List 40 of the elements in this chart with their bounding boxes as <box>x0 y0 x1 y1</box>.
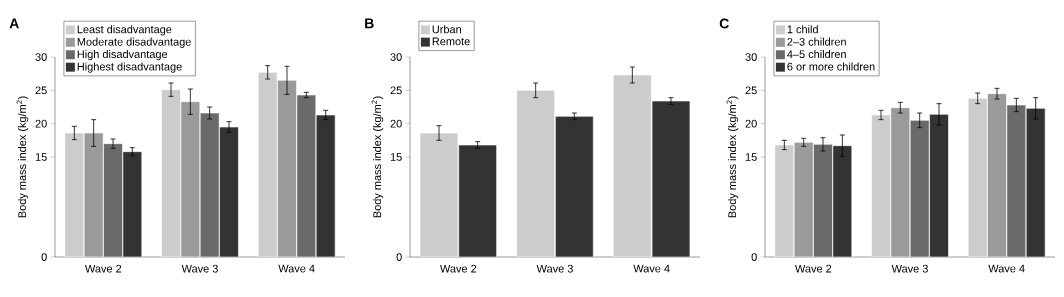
legend-label: Urban <box>432 25 461 34</box>
y-axis-title: Body mass index (kg/m$^{2}$) <box>726 96 739 218</box>
x-tick-label: Wave 2 <box>795 264 832 273</box>
y-tick-label: 15 <box>745 153 757 161</box>
legend-label: 2–3 children <box>787 37 846 46</box>
x-tick-label: Wave 4 <box>633 264 670 273</box>
x-tick-label: Wave 4 <box>988 264 1025 273</box>
y-tick-label: 15 <box>390 153 402 161</box>
x-tick-label: Wave 3 <box>536 264 573 273</box>
legend-label: Moderate disadvantage <box>77 37 191 48</box>
y-tick-label: 0 <box>751 253 757 261</box>
y-tick-label: 0 <box>41 253 47 261</box>
y-tick-label: 25 <box>35 86 47 95</box>
y-tick-label: 30 <box>745 53 757 61</box>
y-tick-label: 25 <box>390 86 402 95</box>
legend-label: Least disadvantage <box>77 25 172 36</box>
y-axis-title: Body mass index (kg/m$^{2}$) <box>16 96 29 218</box>
legend-label: 6 or more children <box>787 62 875 71</box>
y-tick-label: 20 <box>745 119 757 128</box>
legend-label: Remote <box>432 37 470 46</box>
y-axis-title: Body mass index (kg/m$^{2}$) <box>371 96 384 218</box>
legend-label: 1 child <box>787 25 818 34</box>
x-tick-label: Wave 2 <box>440 264 477 273</box>
y-tick-label: 15 <box>35 153 47 161</box>
y-tick-label: 20 <box>390 119 402 128</box>
y-tick-label: 0 <box>396 253 402 261</box>
y-tick-label: 20 <box>35 119 47 128</box>
legend-label: Highest disadvantage <box>77 62 182 73</box>
legend-label: High disadvantage <box>77 50 168 61</box>
x-tick-label: Wave 4 <box>278 264 315 273</box>
y-tick-label: 30 <box>35 53 47 61</box>
y-tick-label: 30 <box>390 53 402 61</box>
x-tick-label: Wave 3 <box>181 264 218 273</box>
chart-title: C <box>719 18 729 29</box>
chart-title: A <box>9 18 19 29</box>
x-tick-label: Wave 2 <box>85 264 122 273</box>
legend-label: 4–5 children <box>787 50 846 59</box>
y-tick-label: 25 <box>745 86 757 95</box>
x-tick-label: Wave 3 <box>891 264 928 273</box>
chart-title: B <box>365 18 374 29</box>
